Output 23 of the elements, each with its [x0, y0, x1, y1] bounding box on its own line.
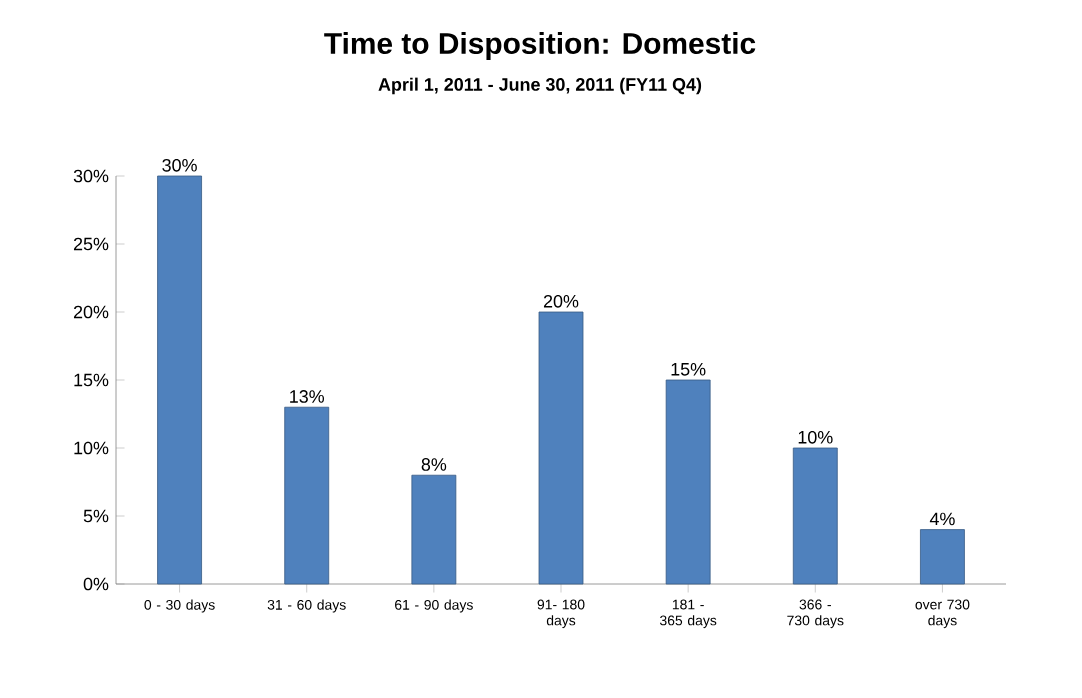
y-tick-label: 0%	[83, 577, 109, 591]
data-label: 13%	[290, 390, 325, 403]
y-tick-label: 5%	[83, 509, 109, 523]
bar	[665, 379, 711, 585]
data-label: 10%	[798, 430, 833, 444]
chart-subtitle: April 1, 2011 - June 30, 2011 (FY11 Q4)	[378, 77, 702, 95]
y-tick-label: 10%	[74, 441, 109, 455]
y-tick-label: 25%	[73, 237, 109, 251]
data-label: 30%	[162, 158, 197, 172]
bar	[411, 474, 457, 585]
y-tick-label: 15%	[74, 373, 109, 387]
data-label: 15%	[671, 363, 706, 376]
bar	[538, 311, 584, 585]
bar	[920, 529, 965, 585]
y-tick-label: 30%	[73, 169, 109, 183]
data-label: 20%	[543, 294, 579, 308]
bar	[157, 175, 202, 585]
data-label: 8%	[421, 458, 447, 471]
bar	[792, 447, 838, 585]
data-label: 4%	[929, 512, 955, 526]
y-tick-label: 20%	[73, 305, 109, 319]
chart-title: Time to Disposition: Domestic	[324, 32, 756, 60]
bar	[284, 406, 330, 585]
